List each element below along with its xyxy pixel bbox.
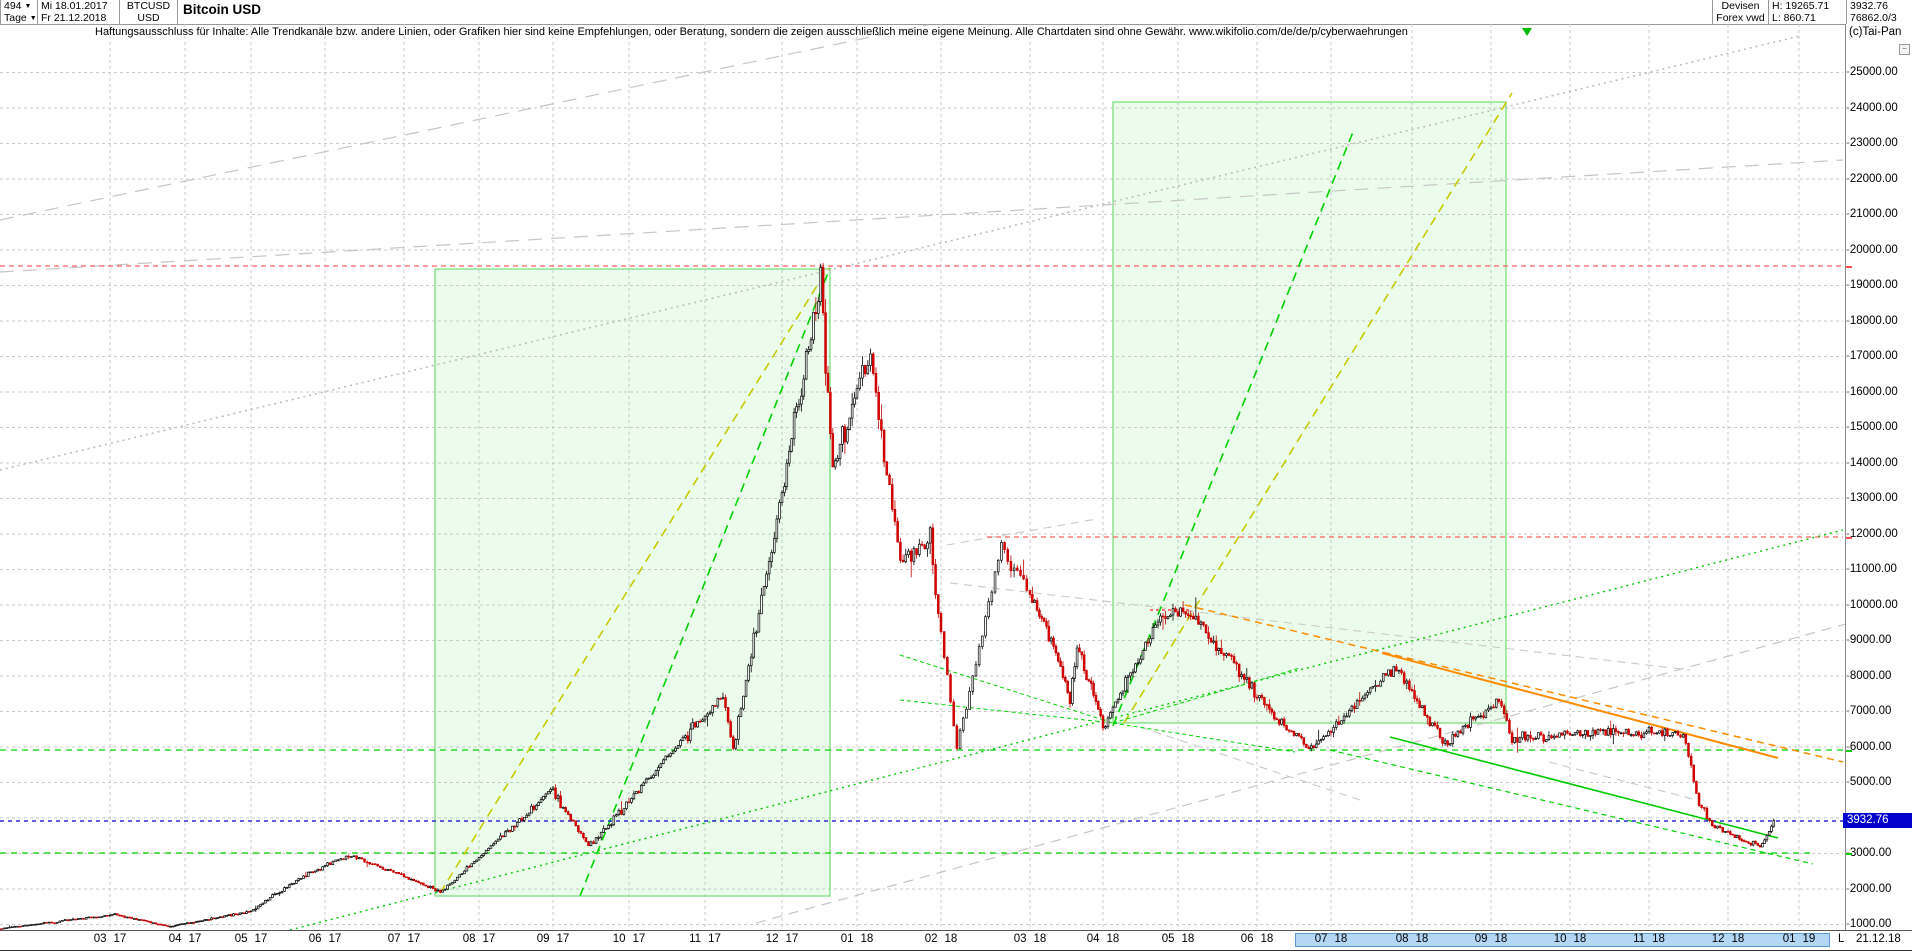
time-tick-label: 06 17: [308, 933, 342, 945]
time-tick-label: 03 18: [1013, 933, 1047, 945]
price-tick-label: -8000.00: [1846, 669, 1892, 682]
header-divider: [0, 24, 1912, 25]
feed-value: Forex vwd: [1716, 12, 1765, 24]
candlestick-chart-canvas[interactable]: [0, 0, 1845, 930]
time-tick-label: 01 18: [840, 933, 874, 945]
time-axis[interactable]: 03 17 04 17 05 17 06 17 07 17 08 17 09 17 10 17 11 17 12 17…: [0, 930, 1912, 951]
price-tick-label: -12000.00: [1846, 527, 1898, 540]
time-tick-label: 04 17: [168, 933, 202, 945]
price-tick-label: -11000.00: [1846, 563, 1897, 575]
price-tick-label: -24000.00: [1846, 101, 1898, 114]
price-tick-label: -10000.00: [1846, 598, 1898, 611]
time-tick-label: 02 18: [924, 933, 958, 945]
price-tick-label: -17000.00: [1846, 350, 1898, 362]
chart-svg: [0, 24, 1845, 930]
currency-value: USD: [137, 12, 160, 24]
price-tick-label: -1000.00: [1846, 918, 1892, 930]
time-tick-label: 09 18: [1474, 933, 1508, 945]
time-tick-label: 08 17: [462, 933, 496, 945]
time-tick-label: 06 18: [1240, 933, 1274, 945]
copyright-label: (c)Tai-Pan: [1849, 26, 1902, 38]
time-tick-label: 05 17: [234, 933, 268, 945]
bars-count-value: 494: [4, 0, 22, 12]
price-tick-label: -6000.00: [1846, 740, 1892, 753]
price-tick-label: -3000.00: [1846, 847, 1892, 859]
price-tick-label: -15000.00: [1846, 421, 1898, 433]
price-tick-label: -13000.00: [1846, 492, 1898, 504]
disclaimer-text: Haftungsausschluss für Inhalte: Alle Tre…: [95, 26, 1408, 38]
date-to-value: Fr 21.12.2018: [41, 12, 107, 24]
price-axis[interactable]: -1000.00 -2000.00 -3000.00 -5000.00 -6000.00…: [1845, 24, 1912, 930]
time-tick-label: 10 17: [612, 933, 646, 945]
chevron-down-icon: ▼: [24, 2, 32, 10]
last-date-label: 21.12.18: [1856, 933, 1901, 945]
period-value: Tage: [4, 12, 27, 24]
time-tick-label: 12 17: [765, 933, 799, 945]
time-tick-label: 07 17: [387, 933, 421, 945]
period-dropdown[interactable]: Tage ▼: [0, 12, 38, 25]
level-tick-mark: [1846, 537, 1852, 539]
price-tick-label: -23000.00: [1846, 137, 1898, 149]
exchange-value: Devisen: [1721, 0, 1760, 12]
price-tick-label: -9000.00: [1846, 634, 1892, 646]
chevron-down-icon: ▼: [29, 14, 37, 22]
last-bar-marker: L: [1838, 933, 1845, 945]
volume-value: 76862.0/3: [1850, 12, 1897, 24]
time-tick-label: 05 18: [1161, 933, 1195, 945]
level-tick-mark: [1846, 750, 1852, 752]
time-tick-label: 11 18: [1633, 933, 1665, 945]
price-tick-label: -21000.00: [1846, 208, 1898, 220]
period-low-value: L: 860.71: [1772, 12, 1816, 24]
date-to-field[interactable]: Fr 21.12.2018: [37, 12, 120, 25]
time-tick-label: 01 19: [1782, 933, 1816, 945]
price-tick-label: -16000.00: [1846, 385, 1898, 398]
date-from-value: Mi 18.01.2017: [41, 0, 108, 12]
time-selection-highlight[interactable]: [1295, 933, 1830, 947]
collapse-button[interactable]: −: [1899, 44, 1910, 55]
last-price-value: 3932.76: [1850, 0, 1888, 12]
time-tick-label: 11 17: [689, 933, 721, 945]
time-tick-label: 04 18: [1086, 933, 1120, 945]
page-title: Bitcoin USD: [183, 2, 262, 17]
symbol-value: BTCUSD: [126, 0, 171, 12]
current-price-badge: 3932.76: [1843, 813, 1912, 828]
price-tick-label: -25000.00: [1846, 66, 1898, 78]
price-tick-label: -19000.00: [1846, 279, 1898, 291]
time-tick-label: 09 17: [536, 933, 570, 945]
time-tick-label: 10 18: [1553, 933, 1587, 945]
price-tick-label: -20000.00: [1846, 243, 1898, 256]
price-tick-label: -2000.00: [1846, 882, 1892, 895]
level-tick-mark: [1846, 853, 1852, 855]
time-tick-label: 08 18: [1395, 933, 1429, 945]
level-tick-mark: [1846, 266, 1852, 268]
time-tick-label: 07 18: [1314, 933, 1348, 945]
time-tick-label: 03 17: [93, 933, 127, 945]
price-tick-label: -14000.00: [1846, 456, 1898, 469]
price-tick-label: -22000.00: [1846, 172, 1898, 185]
price-tick-label: -18000.00: [1846, 314, 1898, 327]
time-tick-label: 12 18: [1711, 933, 1745, 945]
period-high-value: H: 19265.71: [1772, 0, 1830, 12]
price-tick-label: -7000.00: [1846, 705, 1892, 717]
price-tick-label: -5000.00: [1846, 776, 1892, 788]
